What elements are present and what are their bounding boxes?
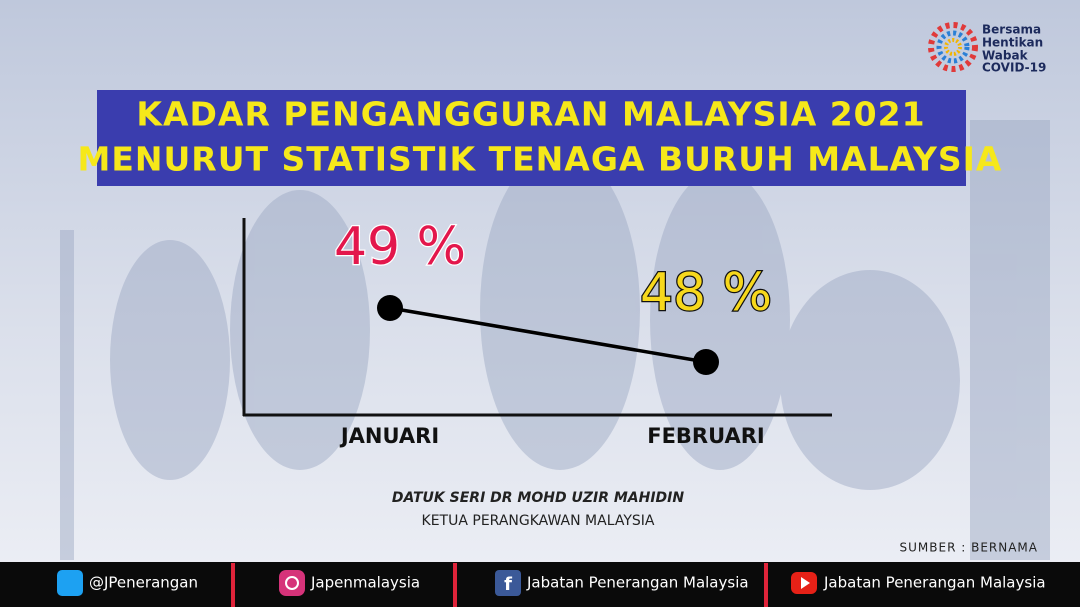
value-label: 48 % [640, 263, 772, 323]
x-tick-label: JANUARI [339, 424, 439, 448]
logo-text: Hentikan [982, 36, 1043, 50]
silhouettes [60, 120, 1050, 560]
person-role: KETUA PERANGKAWAN MALAYSIA [422, 513, 655, 529]
data-point [377, 295, 403, 321]
x-tick-label: FEBRUARI [647, 424, 765, 448]
person-name: DATUK SERI DR MOHD UZIR MAHIDIN [392, 490, 684, 506]
title-box [97, 90, 966, 186]
plot: 49 % JANUARI 48 % FEBRUARI [333, 216, 774, 448]
chart-title: MENURUT STATISTIK TENAGA BURUH MALAYSIA [78, 140, 1003, 179]
logo-text: Bersama [982, 23, 1041, 37]
chart-title: KADAR PENGANGGURAN MALAYSIA 2021 [136, 95, 925, 134]
facebook-icon [495, 570, 521, 596]
logo: Bersama Hentikan Wabak COVID-19 [928, 22, 1046, 75]
social-handle[interactable]: Jabatan Penerangan Malaysia [823, 574, 1046, 592]
separator [764, 563, 768, 607]
logo-text: Wabak [982, 49, 1029, 63]
social-handle[interactable]: Japenmalaysia [310, 574, 420, 592]
separator [453, 563, 457, 607]
data-point [693, 349, 719, 375]
footer [0, 562, 1080, 607]
separator [231, 563, 235, 607]
social-handle[interactable]: @JPenerangan [89, 574, 198, 592]
instagram-icon [279, 570, 305, 596]
logo-text: COVID-19 [982, 61, 1046, 75]
social-handle[interactable]: Jabatan Penerangan Malaysia [526, 574, 749, 592]
twitter-icon [57, 570, 83, 596]
source: SUMBER : BERNAMA [900, 541, 1038, 555]
data-line [389, 306, 707, 364]
svg-text:f: f [504, 574, 512, 595]
value-label: 49 % [334, 217, 466, 277]
